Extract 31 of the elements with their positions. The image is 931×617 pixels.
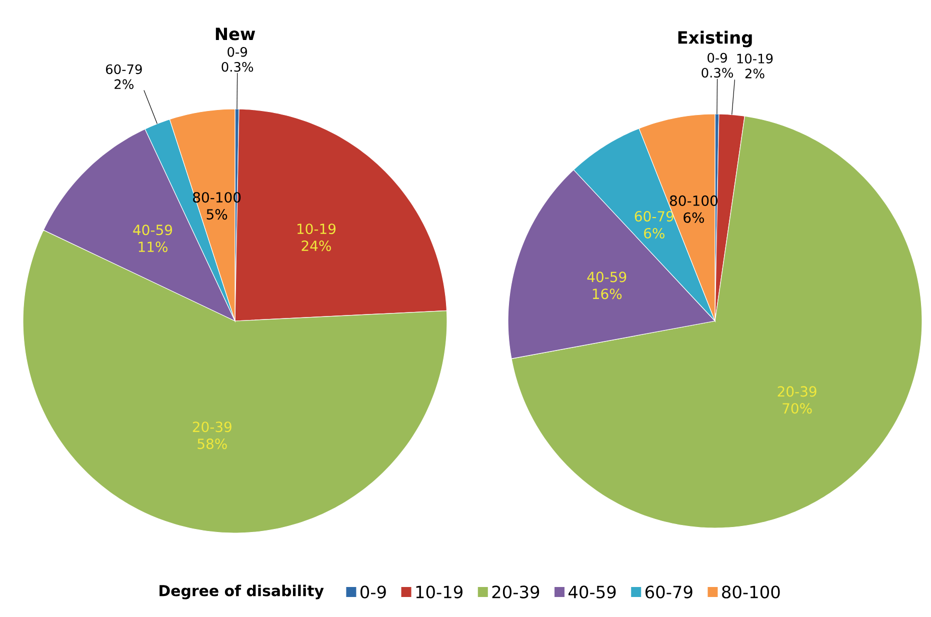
slice-label: 0-9 [228, 47, 247, 57]
slice-label: 10-19 [737, 54, 773, 64]
slice-label: 40-59 [587, 272, 626, 282]
data-label: 58% [198, 438, 227, 450]
data-label: 6% [644, 228, 664, 239]
data-label: 2% [114, 79, 134, 90]
chart-title: New [216, 28, 256, 40]
data-label: 70% [782, 403, 812, 414]
data-label: 5% [206, 209, 228, 220]
legend-title: Degree of disability [160, 584, 324, 600]
slice-label: 20-39 [778, 386, 816, 397]
slice-label: 60-79 [634, 211, 674, 222]
legend-label: 0-9 [360, 586, 386, 598]
slice-label: 40-59 [133, 224, 172, 236]
data-label: 16% [592, 288, 622, 300]
slice-label: 60-79 [106, 64, 142, 74]
data-label: 2% [745, 68, 764, 78]
data-label: 11% [138, 242, 168, 252]
legend-label: 60-79 [645, 586, 692, 598]
slice-label: 10-19 [297, 224, 336, 234]
legend-label: 10-19 [416, 586, 462, 598]
data-label: 0.3% [222, 62, 254, 72]
data-label: 0.3% [702, 68, 734, 78]
chart-title: Existing [678, 30, 752, 48]
slice-label: 0-9 [708, 52, 727, 63]
legend-label: 80-100 [722, 586, 780, 598]
data-label: 24% [302, 240, 331, 252]
legend-label: 20-39 [492, 586, 540, 598]
data-label: 6% [684, 212, 704, 223]
slice-label: 20-39 [192, 422, 232, 432]
legend-label: 40-59 [568, 586, 616, 598]
